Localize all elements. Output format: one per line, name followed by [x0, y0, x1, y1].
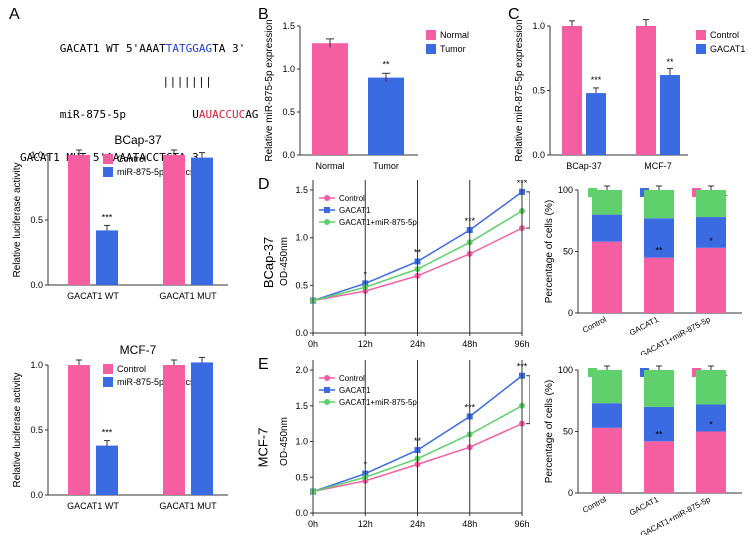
svg-text:0h: 0h	[308, 519, 318, 529]
chart-b: 0.0 0.5 1.0 1.5 Relative miR-875-5p expressi…	[258, 12, 488, 182]
svg-text:12h: 12h	[358, 339, 373, 349]
svg-text:Relative miR-875-5p expression: Relative miR-875-5p expression	[264, 19, 275, 161]
svg-text:GACAT1 MUT: GACAT1 MUT	[159, 501, 217, 511]
svg-text:**: **	[655, 429, 663, 439]
svg-text:0: 0	[568, 488, 573, 498]
svg-text:24h: 24h	[410, 339, 425, 349]
svg-text:0.5: 0.5	[282, 107, 295, 117]
svg-text:1.0: 1.0	[30, 360, 43, 370]
svg-text:GACAT1: GACAT1	[628, 495, 660, 518]
svg-text:0.0: 0.0	[295, 328, 308, 338]
svg-text:12h: 12h	[358, 519, 373, 529]
chart-c: 0.0 0.5 1.0 Relative miR-875-5p expression C…	[508, 12, 748, 182]
svg-text:GACAT1 MUT: GACAT1 MUT	[159, 291, 217, 301]
svg-text:0.0: 0.0	[30, 280, 43, 290]
svg-text:100: 100	[558, 365, 573, 375]
svg-text:96h: 96h	[514, 339, 529, 349]
svg-text:1.0: 1.0	[30, 150, 43, 160]
svg-text:24h: 24h	[410, 519, 425, 529]
svg-text:Tumor: Tumor	[440, 44, 466, 54]
svg-text:GACAT1: GACAT1	[628, 315, 660, 338]
svg-text:48h: 48h	[462, 519, 477, 529]
svg-text:0.0: 0.0	[282, 150, 295, 160]
svg-text:50: 50	[563, 247, 573, 257]
svg-text:***: ***	[591, 75, 602, 85]
svg-text:Relative luciferase activity: Relative luciferase activity	[12, 372, 23, 487]
svg-text:1.5: 1.5	[282, 21, 295, 31]
svg-text:0.0: 0.0	[295, 508, 308, 518]
svg-text:0h: 0h	[308, 339, 318, 349]
svg-text:GACAT1: GACAT1	[339, 206, 371, 215]
svg-text:Tumor: Tumor	[373, 161, 399, 171]
svg-text:Relative luciferase activity: Relative luciferase activity	[12, 162, 23, 277]
svg-text:1.0: 1.0	[295, 233, 308, 243]
svg-text:GACAT1 WT: GACAT1 WT	[67, 291, 119, 301]
svg-text:GACAT1 WT: GACAT1 WT	[67, 501, 119, 511]
svg-text:*: *	[709, 236, 713, 246]
svg-text:1.0: 1.0	[532, 21, 545, 31]
svg-text:OD-450nm: OD-450nm	[279, 417, 290, 466]
svg-text:***: ***	[102, 428, 113, 438]
svg-text:Control: Control	[117, 154, 146, 164]
svg-text:BCap-37: BCap-37	[566, 161, 602, 171]
svg-text:BCap-37: BCap-37	[114, 133, 162, 147]
svg-text:Control: Control	[581, 315, 608, 335]
panel-label-a: A	[9, 6, 20, 24]
svg-text:Control: Control	[339, 194, 365, 203]
line-chart-d: 0.0 0.5 1.0 1.5 OD-450nm Control GACAT1 GACAT1+…	[275, 180, 530, 360]
svg-text:Percentage of cells (%): Percentage of cells (%)	[544, 200, 555, 303]
svg-text:0.5: 0.5	[30, 215, 43, 225]
figure-root: A GACAT1 WT 5'AAATTATGGAGTA 3' ||||||| m…	[0, 0, 756, 551]
svg-text:1.0: 1.0	[295, 437, 308, 447]
line-chart-e: 0.0 0.5 1.0 1.5 2.0 OD-450nm Control GACAT1 GACA…	[275, 360, 530, 540]
svg-text:Percentage of cells (%): Percentage of cells (%)	[544, 380, 555, 483]
stacked-chart-d: 050100Percentage of cells (%)G2/MSG0/G1C…	[540, 180, 750, 360]
row-label-e: MCF-7	[255, 428, 270, 468]
svg-text:Normal: Normal	[315, 161, 344, 171]
panel-label-d: D	[258, 176, 270, 194]
svg-text:48h: 48h	[462, 339, 477, 349]
svg-text:GACAT1: GACAT1	[339, 386, 371, 395]
svg-text:2.0: 2.0	[295, 365, 308, 375]
svg-text:Control: Control	[710, 30, 739, 40]
stacked-chart-e: 050100Percentage of cells (%)G2/MSG0/G1C…	[540, 360, 750, 540]
svg-text:0.5: 0.5	[30, 425, 43, 435]
svg-text:0.5: 0.5	[295, 280, 308, 290]
svg-text:1.5: 1.5	[295, 185, 308, 195]
svg-text:MCF-7: MCF-7	[644, 161, 672, 171]
svg-text:***: ***	[102, 212, 113, 222]
svg-text:*: *	[709, 420, 713, 430]
svg-text:Normal: Normal	[440, 30, 469, 40]
panel-label-e: E	[258, 356, 269, 374]
svg-text:OD-450nm: OD-450nm	[279, 237, 290, 286]
svg-text:Relative miR-875-5p expression: Relative miR-875-5p expression	[514, 19, 525, 161]
svg-text:0.5: 0.5	[532, 86, 545, 96]
svg-text:0.5: 0.5	[295, 472, 308, 482]
svg-text:Control: Control	[339, 374, 365, 383]
svg-text:50: 50	[563, 427, 573, 437]
svg-text:0.0: 0.0	[532, 150, 545, 160]
svg-text:Control: Control	[581, 495, 608, 515]
svg-text:GACAT1+miR-875-5p: GACAT1+miR-875-5p	[339, 218, 417, 227]
svg-text:**: **	[666, 57, 674, 67]
svg-text:96h: 96h	[514, 519, 529, 529]
svg-text:**: **	[382, 60, 390, 70]
svg-text:**: **	[655, 246, 663, 256]
svg-text:0: 0	[568, 308, 573, 318]
svg-text:0.0: 0.0	[30, 490, 43, 500]
svg-text:GACAT1+miR-875-5p: GACAT1+miR-875-5p	[339, 398, 417, 407]
svg-text:MCF-7: MCF-7	[120, 343, 157, 357]
svg-text:1.0: 1.0	[282, 64, 295, 74]
row-label-d: BCap-37	[261, 237, 276, 288]
svg-text:GACAT1: GACAT1	[710, 44, 745, 54]
svg-text:Control: Control	[117, 364, 146, 374]
svg-text:100: 100	[558, 185, 573, 195]
svg-text:1.5: 1.5	[295, 401, 308, 411]
